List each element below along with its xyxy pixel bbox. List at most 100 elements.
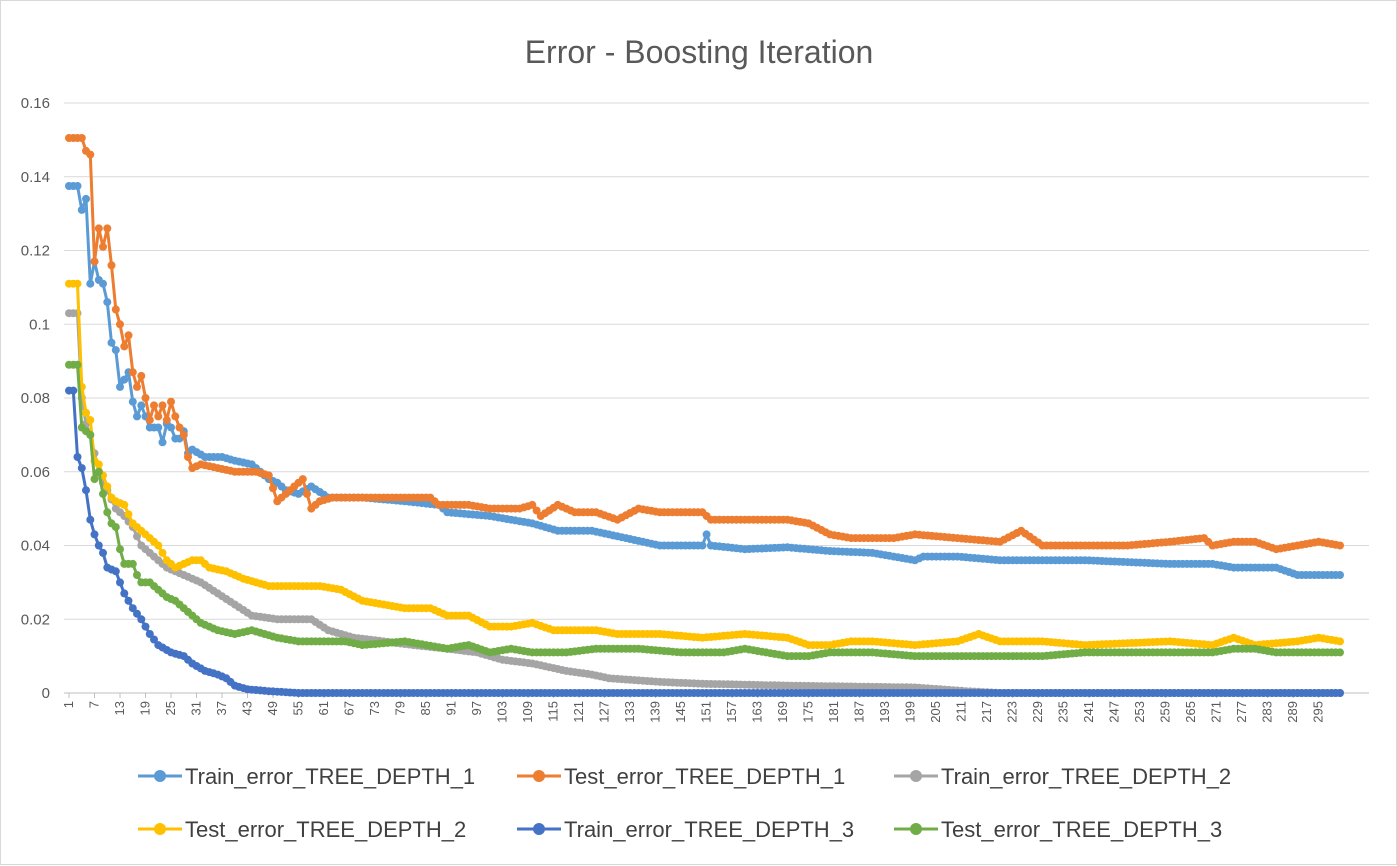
- data-point: [141, 394, 150, 402]
- data-point: [528, 500, 537, 509]
- data-point: [145, 630, 154, 638]
- data-point: [103, 508, 112, 517]
- x-tick-label: 79: [393, 701, 408, 715]
- data-point: [179, 430, 188, 439]
- x-tick-label: 205: [928, 701, 943, 723]
- series-Test_error_TREE_DEPTH_1: [65, 134, 1344, 554]
- data-point: [103, 224, 112, 233]
- legend-marker: [154, 823, 166, 835]
- x-tick-label: 265: [1183, 701, 1198, 723]
- data-point: [124, 510, 133, 519]
- data-point: [154, 412, 163, 421]
- x-tick-label: 31: [189, 701, 204, 715]
- chart-title: Error - Boosting Iteration: [525, 34, 874, 70]
- data-point: [86, 430, 95, 439]
- data-point: [69, 386, 78, 395]
- legend-item: Train_error_TREE_DEPTH_2: [894, 764, 1231, 789]
- x-tick-label: 295: [1311, 701, 1326, 723]
- x-tick-label: 13: [112, 701, 127, 715]
- legend: Train_error_TREE_DEPTH_1 Test_error_TREE_…: [138, 764, 1231, 842]
- data-point: [99, 242, 107, 251]
- legend-marker: [154, 770, 166, 782]
- data-point: [162, 416, 171, 425]
- data-point: [150, 401, 158, 410]
- data-point: [82, 486, 90, 495]
- data-point: [77, 134, 86, 142]
- data-point: [103, 482, 112, 491]
- x-tick-label: 181: [826, 701, 841, 723]
- data-point: [116, 578, 124, 587]
- x-tick-label: 67: [342, 701, 357, 715]
- data-point: [107, 338, 116, 347]
- data-point: [1336, 541, 1344, 550]
- y-tick-label: 0.16: [21, 95, 50, 112]
- data-point: [1336, 571, 1344, 579]
- x-tick-label: 115: [546, 701, 561, 722]
- data-point: [158, 401, 167, 410]
- y-tick-label: 0.1: [29, 316, 50, 333]
- data-point: [137, 401, 146, 410]
- y-tick-label: 0: [42, 685, 50, 702]
- data-point: [94, 224, 103, 233]
- x-tick-label: 85: [418, 701, 433, 715]
- data-point: [133, 532, 141, 541]
- legend-marker: [910, 823, 922, 835]
- x-tick-label: 217: [979, 701, 994, 723]
- data-point: [128, 397, 137, 406]
- data-point: [86, 416, 95, 425]
- series-line: [69, 282, 1341, 647]
- data-point: [141, 622, 150, 631]
- data-point: [90, 530, 99, 539]
- data-point: [698, 541, 707, 550]
- x-tick-label: 25: [163, 701, 178, 715]
- x-tick-label: 7: [87, 701, 102, 708]
- x-tick-label: 271: [1209, 701, 1224, 723]
- data-point: [264, 471, 273, 480]
- x-tick-label: 151: [699, 701, 714, 723]
- x-tick-label: 109: [520, 701, 535, 723]
- data-point: [120, 589, 129, 598]
- data-point: [702, 530, 711, 539]
- data-point: [145, 416, 154, 425]
- data-point: [1336, 689, 1344, 697]
- data-point: [73, 279, 82, 288]
- y-tick-label: 0.04: [21, 538, 50, 555]
- data-point: [94, 467, 103, 476]
- x-tick-label: 145: [673, 701, 688, 723]
- x-tick-label: 229: [1030, 701, 1045, 723]
- data-point: [90, 257, 99, 266]
- data-point: [303, 489, 311, 498]
- x-tick-label: 55: [291, 701, 306, 715]
- data-point: [120, 375, 129, 384]
- data-point: [82, 194, 90, 203]
- data-point: [107, 261, 116, 270]
- x-tick-label: 43: [240, 701, 255, 715]
- data-point: [124, 331, 133, 340]
- series-Train_error_TREE_DEPTH_1: [65, 182, 1344, 579]
- legend-label: Test_error_TREE_DEPTH_2: [185, 817, 466, 842]
- x-tick-label: 1: [61, 701, 76, 708]
- data-point: [116, 382, 124, 391]
- data-point: [133, 382, 141, 391]
- data-point: [124, 596, 133, 605]
- data-point: [269, 484, 277, 493]
- series-Train_error_TREE_DEPTH_3: [65, 386, 1344, 697]
- data-point: [82, 408, 90, 417]
- data-point: [73, 182, 82, 190]
- x-tick-label: 49: [265, 701, 280, 715]
- data-point: [184, 453, 192, 461]
- x-tick-label: 289: [1285, 701, 1300, 723]
- legend-item: Test_error_TREE_DEPTH_1: [517, 764, 845, 789]
- data-point: [116, 545, 124, 554]
- data-point: [86, 150, 95, 159]
- legend-item: Train_error_TREE_DEPTH_1: [138, 764, 475, 789]
- x-tick-label: 259: [1158, 701, 1173, 723]
- legend-label: Test_error_TREE_DEPTH_1: [564, 764, 845, 789]
- y-tick-label: 0.08: [21, 390, 50, 407]
- x-tick-label: 223: [1005, 701, 1020, 723]
- x-tick-label: 169: [775, 701, 790, 723]
- x-tick-label: 175: [801, 701, 816, 723]
- data-point: [99, 279, 107, 288]
- legend-marker: [533, 823, 545, 835]
